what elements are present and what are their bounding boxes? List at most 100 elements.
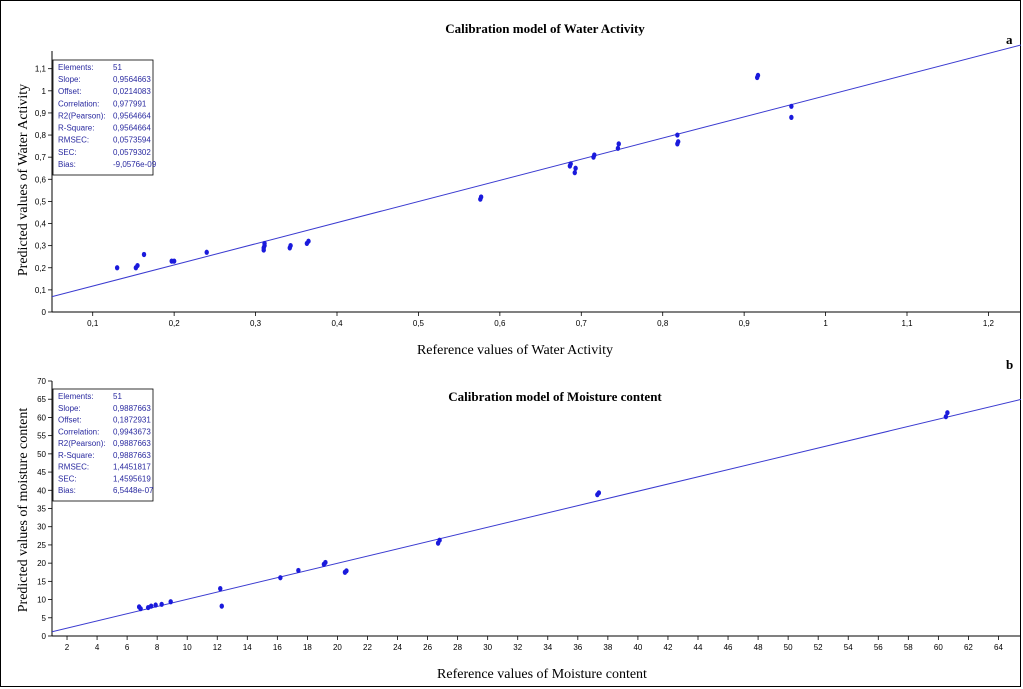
x-tick-label: 48 <box>754 643 763 652</box>
y-tick-label: 70 <box>37 377 46 386</box>
x-tick-label: 10 <box>183 643 192 652</box>
stat-value: 0,9564664 <box>113 111 151 120</box>
y-tick-label: 0,6 <box>35 175 47 184</box>
x-tick-label: 28 <box>453 643 462 652</box>
stat-value: 0,0214083 <box>113 87 151 96</box>
y-tick-label: 50 <box>37 450 46 459</box>
x-tick-label: 52 <box>814 643 823 652</box>
data-point <box>596 490 602 496</box>
data-point <box>138 606 143 612</box>
x-tick-label: 1 <box>823 319 828 328</box>
panel-label: a <box>1006 32 1013 47</box>
data-point <box>945 410 950 416</box>
stat-label: Correlation: <box>58 427 99 436</box>
x-tick-label: 42 <box>664 643 673 652</box>
y-axis-label: Predicted values of Water Activity <box>16 84 31 276</box>
x-tick-label: 30 <box>483 643 492 652</box>
data-point <box>592 152 597 158</box>
y-tick-label: 0,8 <box>35 131 47 140</box>
x-tick-label: 18 <box>303 643 312 652</box>
y-tick-label: 30 <box>37 523 46 532</box>
data-point <box>572 170 577 176</box>
stat-label: Elements: <box>58 392 94 401</box>
x-tick-label: 20 <box>333 643 342 652</box>
stat-value: 51 <box>113 63 122 72</box>
stat-label: SEC: <box>58 474 77 483</box>
stat-value: -9,0576e-09 <box>113 160 157 169</box>
data-point <box>789 114 794 120</box>
stat-value: 0,977991 <box>113 99 147 108</box>
stat-label: R-Square: <box>58 124 94 133</box>
data-point <box>262 240 267 247</box>
chart-panel-water-activity: Calibration model of Water Activity a Re… <box>16 21 1021 358</box>
data-point <box>114 265 120 271</box>
plot-area: 2 4 6 8 10 12 14 16 18 20 22 24 26 28 30 32 34 36 38 40 42 44… <box>37 377 1021 652</box>
y-tick-label: 0,2 <box>35 264 47 273</box>
y-tick-label: 55 <box>37 432 46 441</box>
data-point <box>141 251 147 258</box>
x-axis-label: Reference values of Water Activity <box>417 343 613 358</box>
x-tick-label: 0,1 <box>87 319 99 328</box>
data-point <box>168 599 173 605</box>
data-point <box>616 141 621 147</box>
y-tick-label: 20 <box>37 559 46 568</box>
stats-box: Elements: 51 Slope: 0,9564663 Offset: 0,02140… <box>52 59 157 176</box>
x-tick-label: 14 <box>243 643 252 652</box>
x-tick-label: 1,1 <box>901 319 913 328</box>
y-tick-label: 45 <box>37 468 46 477</box>
x-tick-label: 0,6 <box>494 319 506 328</box>
x-tick-label: 0,8 <box>657 319 669 328</box>
x-tick-label: 0,9 <box>739 319 751 328</box>
data-point <box>478 194 484 200</box>
stat-label: Slope: <box>58 404 81 413</box>
chart-title: Calibration model of Water Activity <box>445 21 645 36</box>
y-tick-label: 0,5 <box>35 197 47 206</box>
x-tick-label: 26 <box>423 643 432 652</box>
stat-value: 51 <box>113 392 122 401</box>
data-point <box>675 139 681 145</box>
regression-line <box>52 44 1021 298</box>
chart-panel-moisture-content: Calibration model of Moisture content b … <box>16 357 1021 682</box>
x-tick-label: 36 <box>573 643 582 652</box>
data-point <box>278 575 283 581</box>
stat-value: 0,9564664 <box>113 124 151 133</box>
y-tick-label: 0 <box>42 632 47 641</box>
x-tick-label: 0,2 <box>169 319 181 328</box>
data-point <box>219 603 224 609</box>
y-tick-label: 15 <box>37 577 46 586</box>
stat-value: 0,0573594 <box>113 136 151 145</box>
y-tick-label: 0,7 <box>35 153 47 162</box>
x-tick-label: 62 <box>964 643 973 652</box>
y-tick-label: 0,3 <box>35 242 47 251</box>
x-tick-label: 1,2 <box>983 319 995 328</box>
y-tick-label: 65 <box>37 395 46 404</box>
stat-label: R-Square: <box>58 451 94 460</box>
stat-label: RMSEC: <box>58 463 89 472</box>
data-point <box>218 586 223 592</box>
y-tick-label: 40 <box>37 486 46 495</box>
stat-value: 0,1872931 <box>113 416 151 425</box>
y-tick-label: 0 <box>42 308 47 317</box>
x-tick-label: 40 <box>633 643 642 652</box>
data-point <box>148 603 154 609</box>
x-tick-label: 4 <box>95 643 100 652</box>
y-tick-label: 1,1 <box>35 65 47 74</box>
stat-value: 1,4595619 <box>113 474 151 483</box>
stat-label: Correlation: <box>58 99 99 108</box>
stat-value: 0,9564663 <box>113 75 151 84</box>
stat-label: SEC: <box>58 148 77 157</box>
x-tick-label: 64 <box>994 643 1003 652</box>
stat-label: Slope: <box>58 75 81 84</box>
data-point <box>755 72 761 78</box>
stat-label: Offset: <box>58 87 81 96</box>
y-tick-label: 25 <box>37 541 46 550</box>
x-tick-label: 0,3 <box>250 319 262 328</box>
stat-label: Bias: <box>58 486 76 495</box>
data-point <box>135 262 140 269</box>
x-tick-label: 50 <box>784 643 793 652</box>
data-point <box>306 238 311 244</box>
x-axis-label: Reference values of Moisture content <box>437 667 647 682</box>
data-point <box>344 568 349 574</box>
data-point <box>675 132 680 138</box>
